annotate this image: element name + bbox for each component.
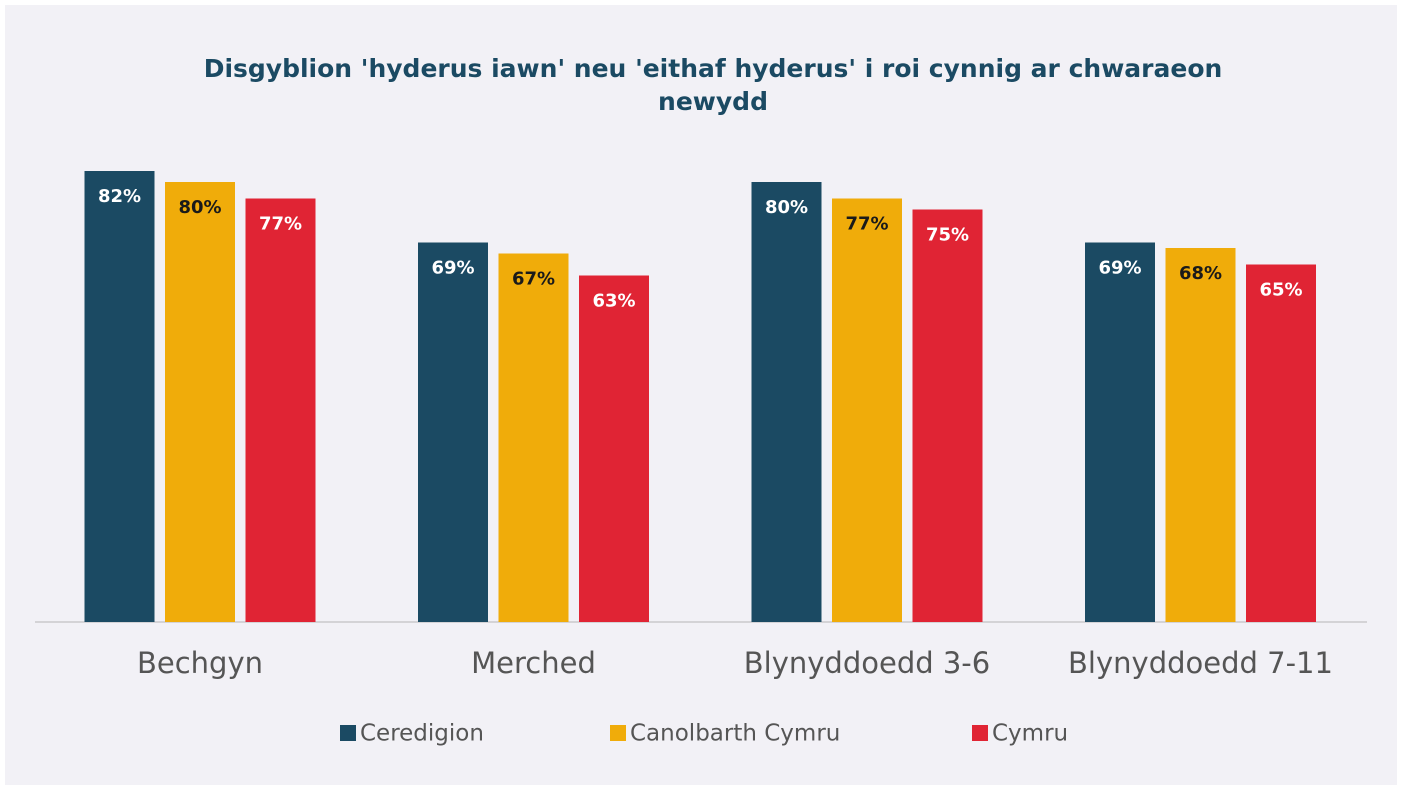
data-label: 68% [1179, 263, 1222, 284]
bar [1165, 248, 1236, 622]
x-tick-label: Merched [471, 646, 596, 680]
bar [1246, 264, 1316, 622]
chart-background [5, 5, 1397, 785]
bar [912, 209, 983, 622]
data-label: 69% [431, 258, 474, 279]
bar [418, 242, 488, 622]
x-tick-label: Blynyddoedd 3-6 [744, 646, 990, 680]
bar [1085, 242, 1155, 622]
data-label: 75% [926, 225, 969, 246]
legend-swatch [972, 725, 988, 741]
legend-label: Cymru [992, 721, 1068, 747]
x-tick-label: Blynyddoedd 7-11 [1068, 646, 1333, 680]
bar [579, 275, 649, 622]
bar [751, 182, 822, 622]
bar [498, 253, 569, 622]
bar [84, 171, 155, 622]
legend-swatch [340, 725, 356, 741]
title-box: Disgyblion 'hyderus iawn' neu 'eithaf hy… [203, 54, 1223, 116]
data-label: 77% [845, 214, 888, 235]
data-label: 77% [259, 214, 302, 235]
legend-swatch [610, 725, 626, 741]
data-label: 80% [178, 197, 221, 218]
data-label: 63% [592, 291, 635, 312]
data-label: 67% [512, 269, 555, 290]
legend-label: Ceredigion [360, 721, 484, 747]
bar [245, 198, 316, 622]
data-label: 65% [1259, 280, 1302, 301]
bar [165, 182, 235, 622]
data-label: 69% [1098, 258, 1141, 279]
data-label: 80% [765, 197, 808, 218]
chart-title: Disgyblion 'hyderus iawn' neu 'eithaf hy… [203, 54, 1223, 116]
data-label: 82% [98, 186, 141, 207]
legend-label: Canolbarth Cymru [630, 721, 840, 747]
x-tick-label: Bechgyn [137, 646, 263, 680]
bar [832, 198, 902, 622]
